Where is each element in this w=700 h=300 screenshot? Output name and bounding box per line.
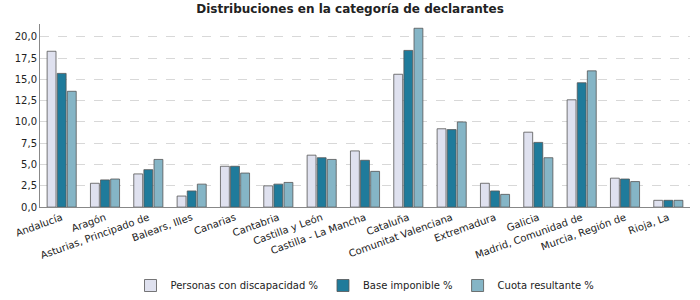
svg-text:Base imponible %: Base imponible % <box>363 280 453 291</box>
svg-text:Balears, Illes: Balears, Illes <box>131 211 195 243</box>
svg-text:Rioja, La: Rioja, La <box>627 211 671 236</box>
svg-text:0,0: 0,0 <box>21 202 37 213</box>
svg-text:17,5: 17,5 <box>15 53 37 64</box>
svg-text:2,5: 2,5 <box>21 180 37 191</box>
svg-text:15,0: 15,0 <box>15 74 37 85</box>
svg-text:Comunitat Valenciana: Comunitat Valenciana <box>347 211 454 259</box>
svg-text:Personas con discapacidad %: Personas con discapacidad % <box>171 280 318 291</box>
svg-text:Aragón: Aragón <box>70 211 107 234</box>
svg-text:12,5: 12,5 <box>15 95 37 106</box>
svg-text:7,5: 7,5 <box>21 138 37 149</box>
svg-text:Murcia, Región de: Murcia, Región de <box>540 211 628 252</box>
svg-text:Canarias: Canarias <box>192 211 237 236</box>
svg-text:Distribuciones en la categoría: Distribuciones en la categoría de declar… <box>196 2 504 16</box>
svg-text:Cataluña: Cataluña <box>365 211 411 237</box>
svg-text:Cantabria: Cantabria <box>231 211 281 238</box>
svg-text:Cuota resultante %: Cuota resultante % <box>498 280 594 291</box>
svg-text:Galicia: Galicia <box>505 211 541 233</box>
svg-text:5,0: 5,0 <box>21 159 37 170</box>
svg-text:Extremadura: Extremadura <box>433 211 498 244</box>
svg-text:Castilla y León: Castilla y León <box>252 211 324 246</box>
svg-text:10,0: 10,0 <box>15 116 37 127</box>
svg-text:20,0: 20,0 <box>15 31 37 42</box>
svg-text:Asturias, Principado de: Asturias, Principado de <box>39 211 151 261</box>
svg-text:Madrid, Comunidad de: Madrid, Comunidad de <box>474 211 584 260</box>
svg-text:Castilla - La Mancha: Castilla - La Mancha <box>269 211 367 256</box>
svg-text:Andalucía: Andalucía <box>14 211 64 238</box>
